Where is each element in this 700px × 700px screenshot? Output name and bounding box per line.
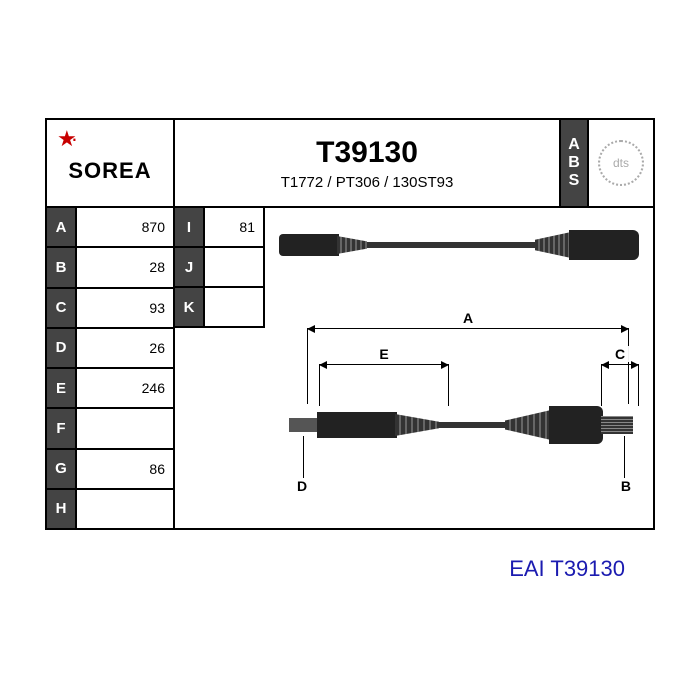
dim-label-E: E [375,346,392,362]
dim-label-D: D [297,478,307,494]
dts-label: dts [613,156,629,170]
spec-value: 870 [77,208,173,246]
spec-value [205,288,263,326]
spec-label: G [47,450,77,488]
spec-row: F [47,409,173,449]
spec-col-left: A870 B28 C93 D26 E246 F G86 H [47,208,175,528]
spec-value [77,490,173,528]
spec-value: 246 [77,369,173,407]
spec-label: F [47,409,77,447]
spec-row: H [47,490,173,528]
caption-part: T39130 [550,556,625,581]
spec-row: J [175,248,263,288]
spec-row: A870 [47,208,173,248]
spec-label: J [175,248,205,286]
dts-cell: dts [589,120,653,206]
spec-label: C [47,289,77,327]
dimension-diagram: A E C [279,328,639,498]
caption: EAI T39130 [45,556,655,582]
diagram-area: A E C [265,208,653,528]
lead-D [303,436,304,478]
abs-letter: S [569,172,580,190]
dimension-A: A [307,328,629,329]
shaft-drawing [289,402,633,448]
spec-col-right: I81 J K [175,208,265,328]
spec-label: B [47,248,77,286]
abs-badge: A B S [561,120,589,206]
spec-row: B28 [47,248,173,288]
spec-value: 26 [77,329,173,367]
gear-icon: dts [598,140,644,186]
cross-references: T1772 / PT306 / 130ST93 [281,174,454,191]
shaft-thumbnail [279,226,639,266]
spec-value: 81 [205,208,263,246]
spec-row: E246 [47,369,173,409]
spec-row: I81 [175,208,263,248]
logo-cell: ★· SOREA [47,120,175,206]
dimension-E: E [319,364,449,365]
spec-row: K [175,288,263,326]
spec-label: E [47,369,77,407]
spec-row: G86 [47,450,173,490]
abs-letter: A [568,136,580,154]
spec-label: K [175,288,205,326]
spec-label: D [47,329,77,367]
title-cell: T39130 T1772 / PT306 / 130ST93 [175,120,561,206]
spec-value [77,409,173,447]
brand-name: SOREA [68,158,151,184]
dim-label-C: C [611,346,629,362]
logo-star-icon: ★· [57,126,72,152]
spec-value: 86 [77,450,173,488]
spec-value [205,248,263,286]
spec-row: D26 [47,329,173,369]
spec-label: H [47,490,77,528]
header-row: ★· SOREA T39130 T1772 / PT306 / 130ST93 … [47,120,653,208]
dim-label-B: B [621,478,631,494]
dim-label-A: A [459,310,477,326]
caption-vendor: EAI [509,556,544,581]
spec-label: I [175,208,205,246]
spec-card: ★· SOREA T39130 T1772 / PT306 / 130ST93 … [45,118,655,530]
spec-value: 28 [77,248,173,286]
dimension-C: C [601,364,639,365]
spec-row: C93 [47,289,173,329]
abs-letter: B [568,154,580,172]
spec-value: 93 [77,289,173,327]
body-row: A870 B28 C93 D26 E246 F G86 H I81 J K [47,208,653,528]
lead-B [624,436,625,478]
spec-label: A [47,208,77,246]
part-number: T39130 [316,136,418,170]
